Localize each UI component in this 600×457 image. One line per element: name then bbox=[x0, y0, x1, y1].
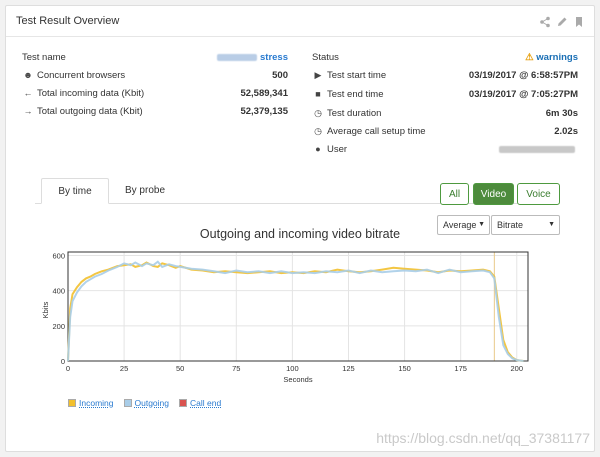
user-value bbox=[499, 144, 578, 155]
stop-icon: ■ bbox=[315, 89, 321, 99]
filter-voice-button[interactable]: Voice bbox=[517, 183, 560, 205]
duration-value: 6m 30s bbox=[545, 108, 578, 119]
clock-icon: ◷ bbox=[314, 108, 322, 118]
setup-value: 2.02s bbox=[554, 126, 578, 137]
end-label: ■ Test end time bbox=[312, 89, 383, 100]
chart-legend: Incoming Outgoing Call end bbox=[68, 398, 221, 408]
status-badge[interactable]: ⚠ warnings bbox=[525, 52, 578, 63]
outgoing-label: → Total outgoing data (Kbit) bbox=[23, 106, 143, 117]
row-setup: ◷ Average call setup time 2.02s bbox=[312, 126, 578, 140]
start-value: 03/19/2017 @ 6:58:57PM bbox=[468, 70, 578, 81]
bookmark-icon[interactable] bbox=[573, 15, 585, 27]
incoming-label: ← Total incoming data (Kbit) bbox=[23, 88, 145, 99]
users-icon: ☻ bbox=[23, 70, 33, 80]
panel-title: Test Result Overview bbox=[16, 15, 120, 27]
user-icon: ● bbox=[315, 144, 321, 154]
panel-header: Test Result Overview bbox=[6, 6, 594, 37]
play-icon: ▶ bbox=[314, 70, 322, 80]
clock-icon: ◷ bbox=[314, 126, 322, 136]
right-info: Status ⚠ warnings ▶ Test start time 03/19… bbox=[312, 52, 578, 162]
incoming-value: 52,589,341 bbox=[240, 88, 288, 99]
legend-outgoing[interactable]: Outgoing bbox=[123, 398, 169, 408]
setup-label: ◷ Average call setup time bbox=[312, 126, 426, 137]
user-label: ● User bbox=[312, 144, 347, 155]
row-concurrent: ☻ Concurrent browsers 500 bbox=[22, 70, 288, 84]
tab-by-probe[interactable]: By probe bbox=[124, 185, 166, 196]
tab-by-time[interactable]: By time bbox=[41, 178, 109, 204]
legend-incoming[interactable]: Incoming bbox=[68, 398, 114, 408]
redacted-user bbox=[499, 145, 575, 153]
start-label: ▶ Test start time bbox=[312, 70, 387, 81]
arrow-left-icon: ← bbox=[23, 88, 33, 98]
outgoing-value: 52,379,135 bbox=[240, 106, 288, 117]
legend-swatch bbox=[179, 399, 187, 407]
redacted-name bbox=[217, 53, 257, 61]
chart-title: Outgoing and incoming video bitrate bbox=[199, 227, 401, 241]
left-info: Test name stress ☻ Concurrent browsers 50… bbox=[22, 52, 288, 122]
row-status: Status ⚠ warnings bbox=[312, 52, 578, 66]
tab-divider bbox=[35, 203, 560, 204]
chevron-down-icon: ▼ bbox=[478, 221, 485, 228]
duration-label: ◷ Test duration bbox=[312, 108, 381, 119]
test-name-label: Test name bbox=[22, 52, 66, 63]
legend-swatch bbox=[68, 399, 76, 407]
filter-video-button[interactable]: Video bbox=[473, 183, 514, 205]
chevron-down-icon: ▼ bbox=[548, 221, 555, 228]
arrow-right-icon: → bbox=[23, 106, 33, 116]
row-outgoing: → Total outgoing data (Kbit) 52,379,135 bbox=[22, 106, 289, 120]
row-incoming: ← Total incoming data (Kbit) 52,589,341 bbox=[22, 88, 289, 102]
header-actions bbox=[539, 15, 585, 28]
concurrent-label: ☻ Concurrent browsers bbox=[23, 70, 126, 81]
watermark: https://blog.csdn.net/qq_37381177 bbox=[376, 430, 590, 446]
end-value: 03/19/2017 @ 7:05:27PM bbox=[468, 89, 578, 100]
share-icon[interactable] bbox=[539, 15, 551, 28]
row-start: ▶ Test start time 03/19/2017 @ 6:58:57PM bbox=[312, 70, 578, 84]
pencil-icon[interactable] bbox=[556, 15, 568, 27]
row-duration: ◷ Test duration 6m 30s bbox=[312, 108, 578, 122]
row-user: ● User bbox=[312, 144, 578, 158]
metric-select[interactable]: Bitrate ▼ bbox=[491, 215, 560, 235]
filter-all-button[interactable]: All bbox=[440, 183, 469, 205]
row-test-name: Test name stress bbox=[22, 52, 288, 66]
row-end: ■ Test end time 03/19/2017 @ 7:05:27PM bbox=[312, 89, 578, 103]
warning-icon: ⚠ bbox=[525, 52, 534, 63]
status-label: Status bbox=[312, 52, 339, 63]
concurrent-value: 500 bbox=[272, 70, 288, 81]
aggregate-select[interactable]: Average ▼ bbox=[437, 215, 490, 235]
legend-call-end[interactable]: Call end bbox=[179, 398, 221, 408]
legend-swatch bbox=[123, 399, 132, 407]
test-name-value[interactable]: stress bbox=[217, 52, 288, 63]
